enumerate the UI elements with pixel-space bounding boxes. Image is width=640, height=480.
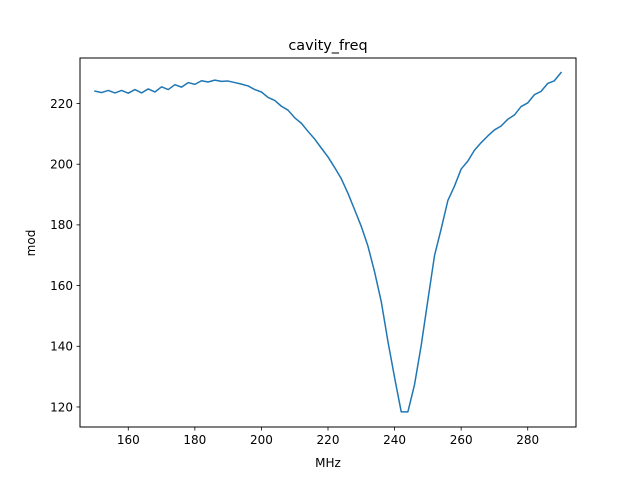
y-tick-label: 180 bbox=[50, 218, 73, 232]
x-tick-label: 160 bbox=[117, 433, 140, 447]
y-tick-label: 220 bbox=[50, 97, 73, 111]
plot-frame bbox=[79, 57, 577, 428]
y-tick-label: 160 bbox=[50, 279, 73, 293]
x-tick-label: 220 bbox=[317, 433, 340, 447]
chart-title: cavity_freq bbox=[288, 38, 367, 54]
y-axis: 120 140 160 180 200 220 bbox=[50, 97, 80, 414]
plot-area-background bbox=[80, 58, 576, 427]
x-tick-label: 280 bbox=[516, 433, 539, 447]
x-tick-label: 240 bbox=[383, 433, 406, 447]
x-axis-label: MHz bbox=[315, 456, 341, 470]
y-tick-label: 140 bbox=[50, 340, 73, 354]
series-line bbox=[94, 71, 563, 413]
y-axis-label: mod bbox=[24, 230, 38, 257]
plot-layer bbox=[94, 71, 563, 413]
x-tick-label: 200 bbox=[250, 433, 273, 447]
x-axis: 160 180 200 220 240 260 280 bbox=[117, 427, 539, 447]
x-tick-label: 260 bbox=[450, 433, 473, 447]
x-tick-label: 180 bbox=[183, 433, 206, 447]
y-tick-label: 200 bbox=[50, 158, 73, 172]
y-tick-label: 120 bbox=[50, 400, 73, 414]
